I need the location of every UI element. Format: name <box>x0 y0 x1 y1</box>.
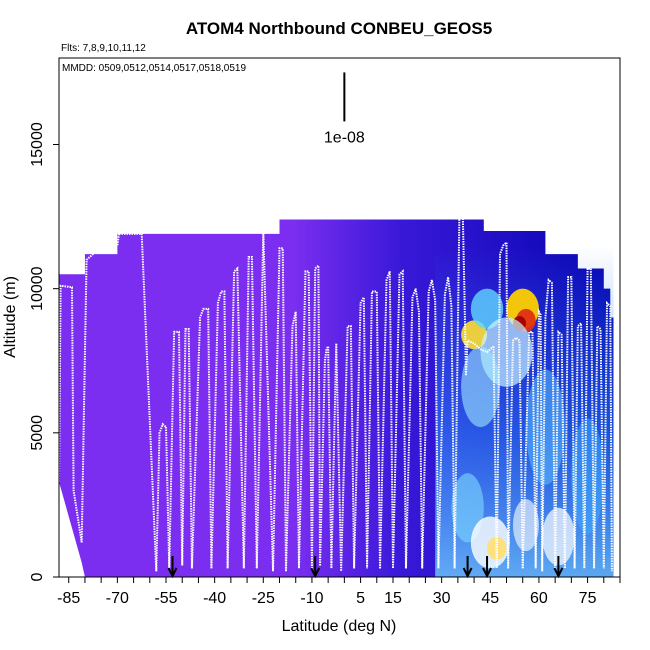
scale-bar: 1e-08 <box>324 72 365 146</box>
flight-track-16 <box>437 276 456 569</box>
arrow-marker-1 <box>310 556 321 579</box>
flight-track-1 <box>80 233 120 543</box>
x-tick-label: -10 <box>300 590 323 607</box>
x-tick-label: 5 <box>356 590 365 607</box>
x-tick-label: 15 <box>384 590 402 607</box>
flight-track-25 <box>593 300 613 572</box>
flight-track-19 <box>492 240 510 569</box>
hotspot-10 <box>542 507 575 566</box>
arrow-marker-0 <box>167 556 178 579</box>
dates-note: MMDD: 0509,0512,0514,0517,0518,0519 <box>62 63 246 74</box>
flight-track-5 <box>190 307 213 569</box>
x-tick-label: -70 <box>106 590 129 607</box>
flights-note: Flts: 7,8,9,10,11,12 <box>61 43 146 54</box>
x-tick-label: 45 <box>481 590 499 607</box>
flight-track-18 <box>464 339 495 376</box>
x-tick-label: 60 <box>530 590 548 607</box>
chart-title: ATOM4 Northbound CONBEU_GEOS5 <box>186 19 492 38</box>
flight-track-14 <box>404 288 424 569</box>
flight-track-2 <box>118 232 158 572</box>
x-axis: -85 -70 -55 -40 -25 -10 5 15 30 45 60 75 <box>57 577 621 607</box>
plot-area <box>59 205 614 577</box>
flight-track-11 <box>319 325 356 572</box>
flight-track-21 <box>521 307 544 572</box>
hotspot-12 <box>525 369 565 485</box>
flight-track-8 <box>255 230 287 572</box>
x-tick-label: -40 <box>203 590 226 607</box>
y-axis-label: Altitude (m) <box>2 276 19 358</box>
flight-track-0 <box>59 284 83 543</box>
flight-track-9 <box>284 270 313 572</box>
hotspot-11 <box>512 499 539 552</box>
x-tick-label: -55 <box>154 590 177 607</box>
flight-track-3 <box>155 422 167 572</box>
y-tick-label: 5000 <box>29 415 46 451</box>
x-tick-label: -25 <box>252 590 275 607</box>
flight-track-7 <box>226 255 258 569</box>
arrow-marker-2 <box>462 556 473 579</box>
arrow-marker-4 <box>553 556 564 579</box>
hotspot-6 <box>461 346 501 428</box>
hotspot-7 <box>451 473 484 543</box>
arrow-marker-3 <box>482 556 492 579</box>
x-tick-label: -85 <box>57 590 80 607</box>
flight-track-15 <box>421 279 440 569</box>
plot-frame <box>58 57 621 578</box>
x-tick-label: 30 <box>433 590 451 607</box>
flight-track-22 <box>541 277 557 572</box>
y-tick-label: 15000 <box>29 122 46 167</box>
flight-track-12 <box>353 290 382 569</box>
x-axis-label: Latitude (deg N) <box>282 618 397 635</box>
flight-track-13 <box>379 269 407 569</box>
arrow-markers <box>167 556 564 579</box>
y-axis: 0 5000 10000 15000 <box>29 122 59 581</box>
hotspot-1 <box>470 288 504 330</box>
scale-bar-label: 1e-08 <box>324 129 365 146</box>
x-tick-label: 75 <box>579 590 597 607</box>
y-tick-label: 0 <box>29 572 46 581</box>
flight-tracks <box>59 205 613 572</box>
flight-track-17 <box>453 205 467 569</box>
hotspot-9 <box>487 536 507 560</box>
flight-track-23 <box>554 276 576 569</box>
flight-track-6 <box>210 290 229 569</box>
y-tick-label: 10000 <box>29 266 46 311</box>
flight-track-4 <box>165 328 193 569</box>
